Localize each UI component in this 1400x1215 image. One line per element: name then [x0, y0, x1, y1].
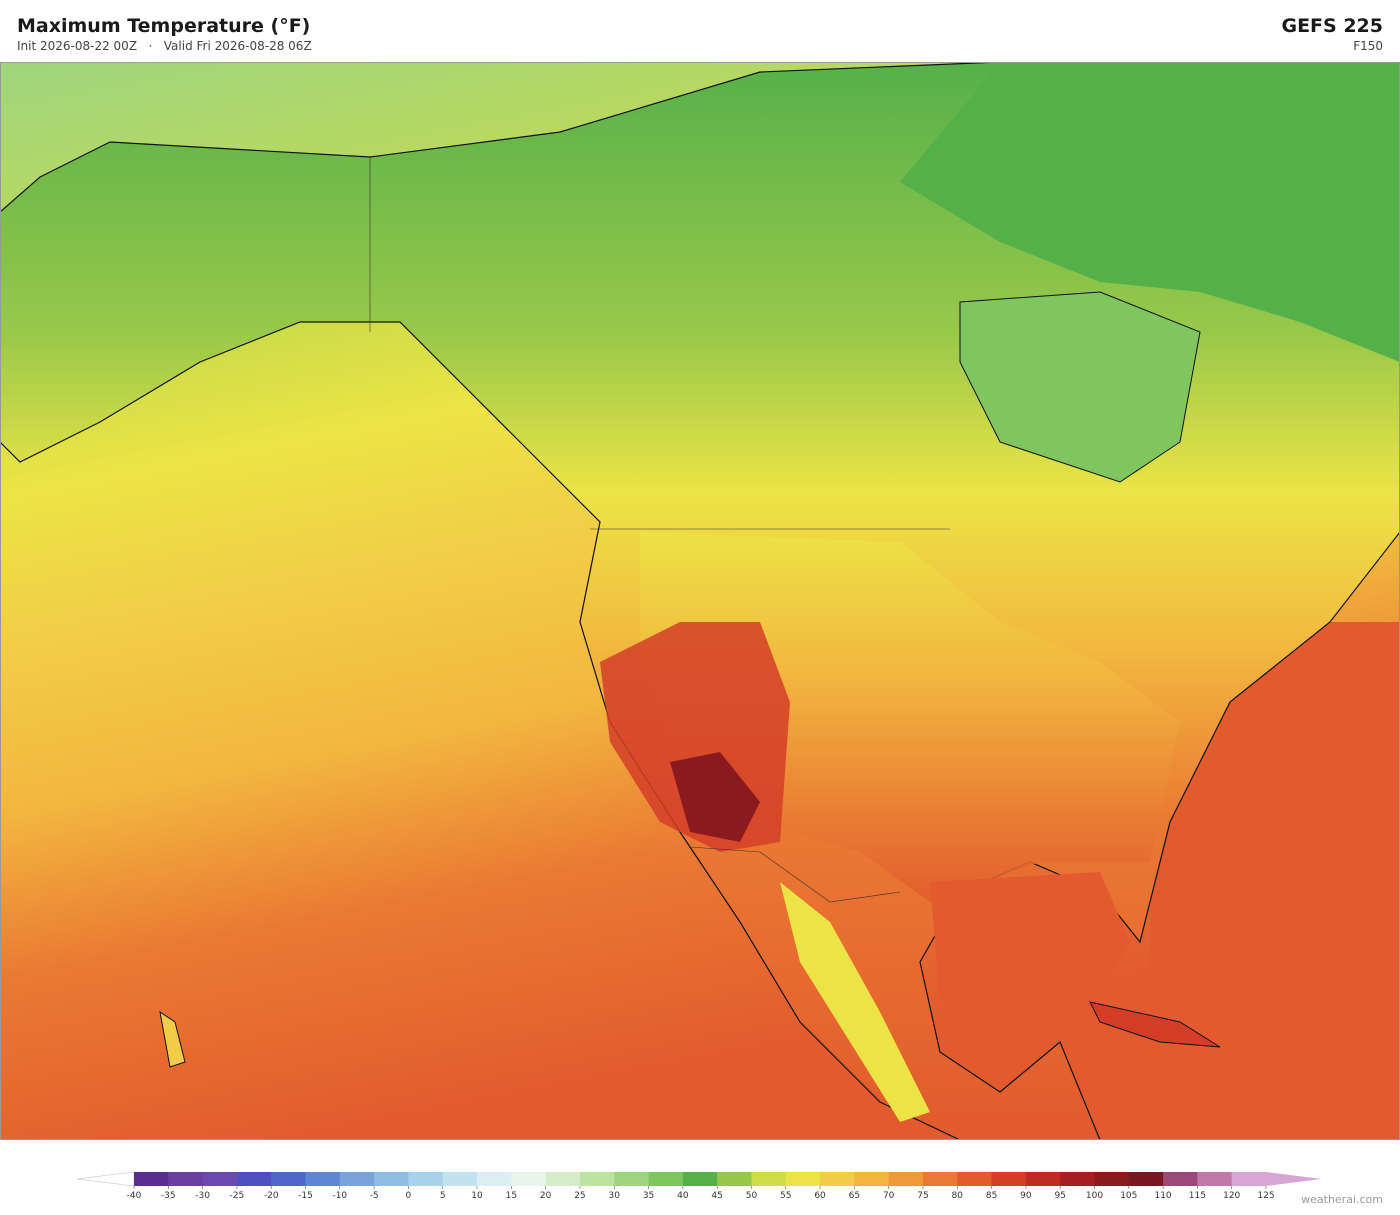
colorbar-segment [168, 1172, 204, 1186]
colorbar-segment [648, 1172, 684, 1186]
tick-label: 105 [1120, 1191, 1137, 1200]
tick-label: 35 [643, 1191, 654, 1200]
tick-label: 110 [1154, 1191, 1171, 1200]
separator: · [148, 39, 153, 53]
colorbar-segment [1163, 1172, 1198, 1186]
map-title: Maximum Temperature (°F) [17, 15, 311, 37]
colorbar-segment [236, 1172, 272, 1186]
tick-label: 125 [1257, 1191, 1274, 1200]
run-info: Init 2026-08-22 00Z · Valid Fri 2026-08-… [17, 39, 312, 53]
colorbar-segment [922, 1172, 958, 1186]
tick-label: -15 [298, 1191, 313, 1200]
colorbar-segment [408, 1172, 444, 1186]
tick-label: 40 [677, 1191, 689, 1200]
desert-heat [670, 752, 760, 842]
colorbar-segment [1025, 1172, 1061, 1186]
colorbar-segment [271, 1172, 307, 1186]
colorbar-segment [854, 1172, 890, 1186]
colorbar-segment [1197, 1172, 1233, 1186]
gulf-of-mexico [930, 872, 1130, 1052]
colorbar-segment [957, 1172, 993, 1186]
colorbar-segment [785, 1172, 821, 1186]
colorbar-segment [991, 1172, 1027, 1186]
colorbar-segment [1231, 1172, 1267, 1186]
tick-label: -35 [161, 1191, 176, 1200]
tick-label: 85 [986, 1191, 997, 1200]
tick-label: 65 [849, 1191, 860, 1200]
colorbar-segment [305, 1172, 341, 1186]
colorbar-segment [374, 1172, 409, 1186]
mexico-highlands [780, 882, 930, 1122]
tick-label: 0 [406, 1191, 412, 1200]
colorbar-segment [1094, 1172, 1130, 1186]
tick-label: 20 [540, 1191, 552, 1200]
tick-label: 115 [1189, 1191, 1206, 1200]
temperature-map [0, 62, 1400, 1140]
model-name: GEFS 225 [1281, 15, 1383, 37]
tick-label: 10 [471, 1191, 483, 1200]
colorbar-segment [511, 1172, 547, 1186]
tick-label: 75 [917, 1191, 928, 1200]
tick-label: 70 [883, 1191, 895, 1200]
tick-label: 80 [952, 1191, 964, 1200]
colorbar-over [1266, 1172, 1322, 1186]
colorbar-segment [682, 1172, 718, 1186]
tick-label: 45 [711, 1191, 722, 1200]
tick-label: 50 [746, 1191, 758, 1200]
valid-time: Valid Fri 2026-08-28 06Z [163, 39, 312, 53]
colorbar-segment [442, 1172, 478, 1186]
colorbar-segment [717, 1172, 752, 1186]
tick-label: 90 [1020, 1191, 1032, 1200]
colorbar-segment [134, 1172, 169, 1186]
colorbar-segment [339, 1172, 375, 1186]
hawaii [159, 1010, 186, 1068]
tick-label: 60 [814, 1191, 826, 1200]
arctic-land [900, 62, 1400, 362]
colorbar-under [76, 1171, 135, 1187]
colorbar-segment [477, 1172, 512, 1186]
tick-label: 120 [1223, 1191, 1240, 1200]
colorbar-segment [1060, 1172, 1095, 1186]
tick-label: 95 [1054, 1191, 1065, 1200]
colorbar: -40 -35 -30 -25 -20 -15 -10 -5 0 5 10 15 20 25 30 35 40 4… [76, 1171, 1322, 1200]
colorbar-segment [751, 1172, 787, 1186]
tick-label: 25 [574, 1191, 585, 1200]
tick-label: -30 [195, 1191, 210, 1200]
forecast-hour: F150 [1353, 39, 1383, 53]
tick-label: 100 [1086, 1191, 1103, 1200]
tick-label: 55 [780, 1191, 791, 1200]
colorbar-segment [614, 1172, 650, 1186]
tick-label: -25 [230, 1191, 245, 1200]
cuba [1089, 1001, 1221, 1048]
tick-label: -20 [264, 1191, 279, 1200]
tick-label: -40 [127, 1191, 142, 1200]
colorbar-segment [579, 1172, 615, 1186]
colorbar-segment [820, 1172, 855, 1186]
tick-label: 30 [609, 1191, 621, 1200]
colorbar-segment [202, 1172, 238, 1186]
colorbar-segment [545, 1172, 581, 1186]
hudson-bay [959, 291, 1201, 483]
tick-label: 5 [440, 1191, 446, 1200]
init-time: Init 2026-08-22 00Z [17, 39, 138, 53]
tick-label: -5 [370, 1191, 379, 1200]
tick-label: -10 [332, 1191, 347, 1200]
colorbar-segment [888, 1172, 924, 1186]
colorbar-segment [1128, 1172, 1164, 1186]
credit: weatherai.com [1301, 1193, 1383, 1206]
tick-label: 15 [506, 1191, 517, 1200]
borders [369, 157, 950, 903]
